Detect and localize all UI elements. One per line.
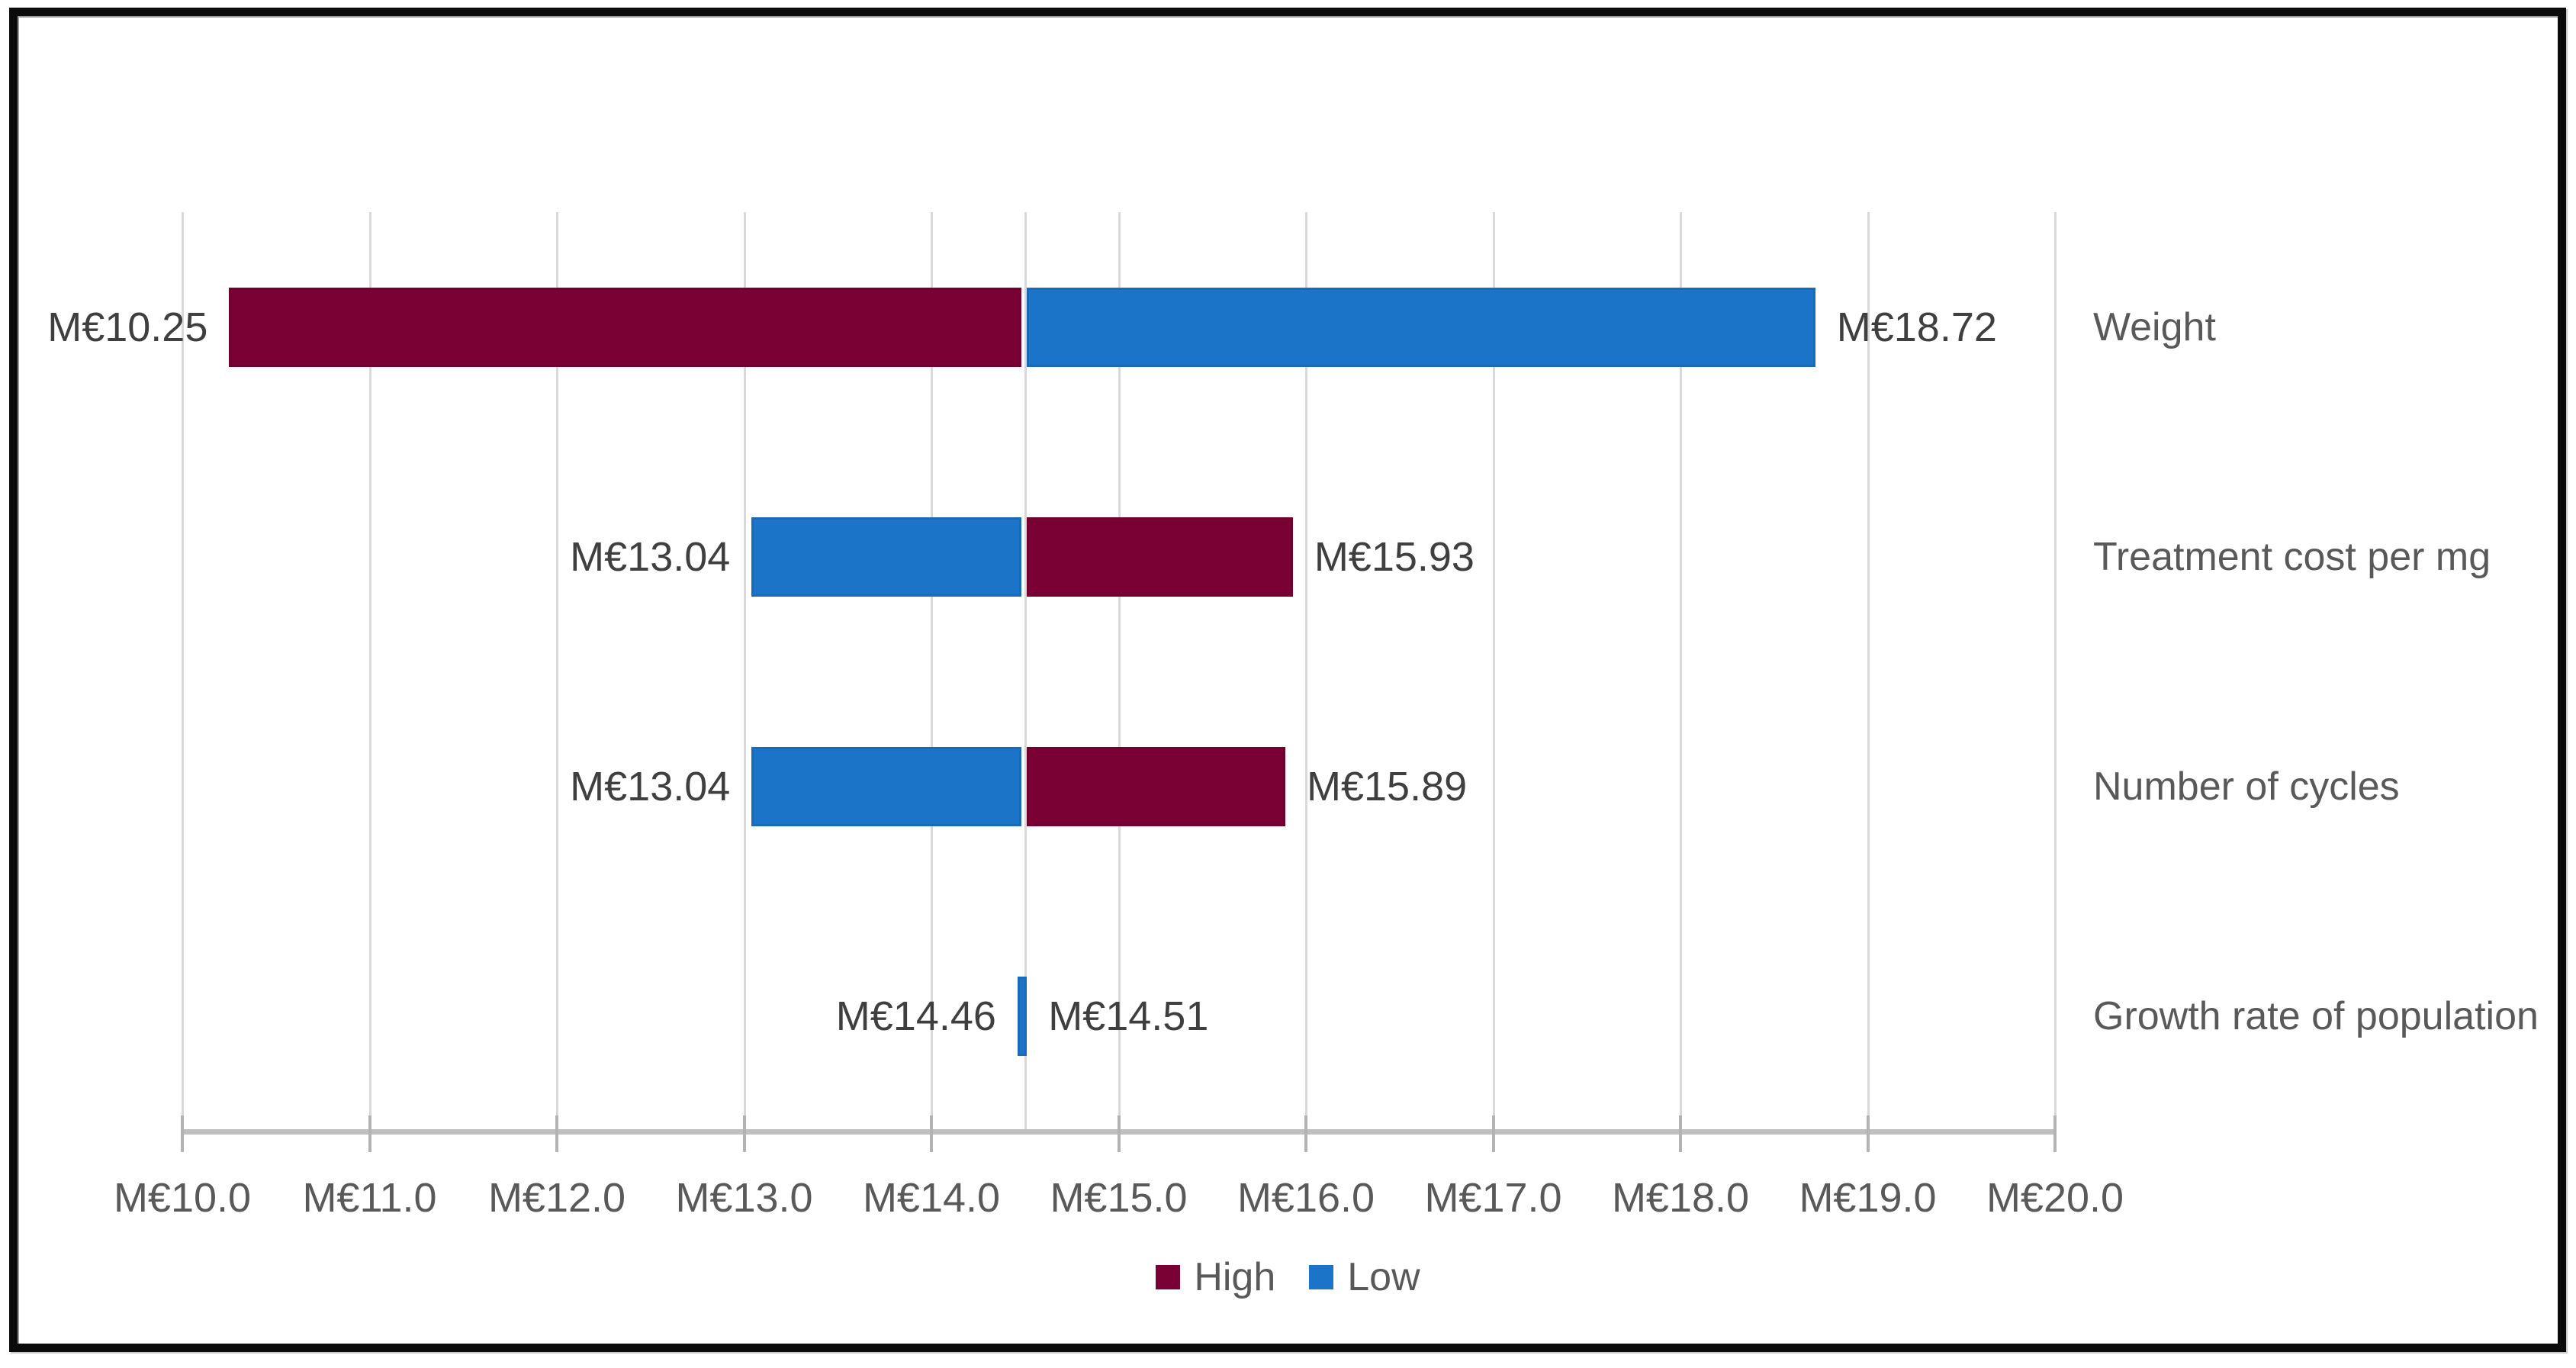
bar-segment-high <box>1027 517 1293 597</box>
x-axis-tick <box>555 1115 558 1152</box>
x-axis-tick <box>368 1115 371 1152</box>
gridline <box>1305 212 1307 1131</box>
x-axis-tick <box>742 1115 746 1152</box>
gridline <box>931 212 933 1131</box>
x-axis-tick-label: M€16.0 <box>1237 1175 1375 1221</box>
gridline <box>368 212 371 1131</box>
x-axis-tick <box>1679 1115 1682 1152</box>
bar-value-label-left: M€10.25 <box>47 304 208 350</box>
x-axis-tick-label: M€14.0 <box>862 1175 1001 1221</box>
bar-segment-high <box>229 287 1021 367</box>
x-axis-tick-label: M€15.0 <box>1050 1175 1188 1221</box>
legend-item-low: Low <box>1309 1253 1420 1302</box>
x-axis-tick-label: M€13.0 <box>675 1175 813 1221</box>
bar-segment-low <box>751 747 1021 827</box>
x-axis-tick <box>1491 1115 1495 1152</box>
gridline <box>556 212 558 1131</box>
gridline <box>182 212 184 1131</box>
category-label: Growth rate of population <box>2093 994 2539 1039</box>
gridline <box>743 212 746 1131</box>
x-axis-tick <box>1866 1115 1870 1152</box>
x-axis-tick-label: M€11.0 <box>302 1175 437 1221</box>
category-axis-line <box>1024 212 1027 1131</box>
legend-color-swatch-high-icon <box>1156 1265 1181 1289</box>
gridline <box>1680 212 1682 1131</box>
x-axis-tick <box>1304 1115 1307 1152</box>
bar-value-label-right: M€14.51 <box>1048 993 1209 1040</box>
category-label: Weight <box>2093 304 2216 349</box>
bar-value-label-left: M€13.04 <box>570 533 731 580</box>
x-axis-tick-label: M€10.0 <box>113 1175 252 1221</box>
bar-segment-low <box>1017 977 1028 1057</box>
legend: High Low <box>0 1253 2576 1302</box>
legend-item-high: High <box>1156 1253 1275 1302</box>
category-label: Number of cycles <box>2093 764 2400 810</box>
x-axis-tick <box>2053 1115 2057 1152</box>
gridline <box>1492 212 1495 1131</box>
category-label: Treatment cost per mg <box>2093 534 2491 579</box>
bar-value-label-right: M€15.89 <box>1306 764 1468 810</box>
x-axis-tick-label: M€12.0 <box>487 1175 626 1221</box>
bar-value-label-right: M€18.72 <box>1836 304 1997 350</box>
bar-segment-low <box>751 517 1021 597</box>
x-axis-tick <box>930 1115 933 1152</box>
gridline <box>1867 212 1870 1131</box>
gridline <box>2054 212 2057 1131</box>
x-axis-tick <box>181 1115 184 1152</box>
bar-value-label-right: M€15.93 <box>1314 533 1475 580</box>
bar-segment-high <box>1027 747 1285 827</box>
x-axis-tick-label: M€18.0 <box>1611 1175 1750 1221</box>
legend-color-swatch-low-icon <box>1309 1265 1334 1289</box>
bar-segment-low <box>1027 287 1815 367</box>
bar-value-label-left: M€14.46 <box>835 993 996 1040</box>
bar-value-label-left: M€13.04 <box>570 764 731 810</box>
x-axis-tick-label: M€20.0 <box>1986 1175 2124 1221</box>
x-axis-tick-label: M€17.0 <box>1424 1175 1562 1221</box>
legend-label: Low <box>1347 1255 1420 1299</box>
plot-area: M€10.25 M€18.72 M€13.04 M€15.93 M€13.04 M€15.… <box>47 212 2057 1131</box>
x-axis-tick-label: M€19.0 <box>1799 1175 1937 1221</box>
legend-label: High <box>1194 1255 1276 1299</box>
gridline <box>1118 212 1121 1131</box>
x-axis-tick <box>1117 1115 1121 1152</box>
